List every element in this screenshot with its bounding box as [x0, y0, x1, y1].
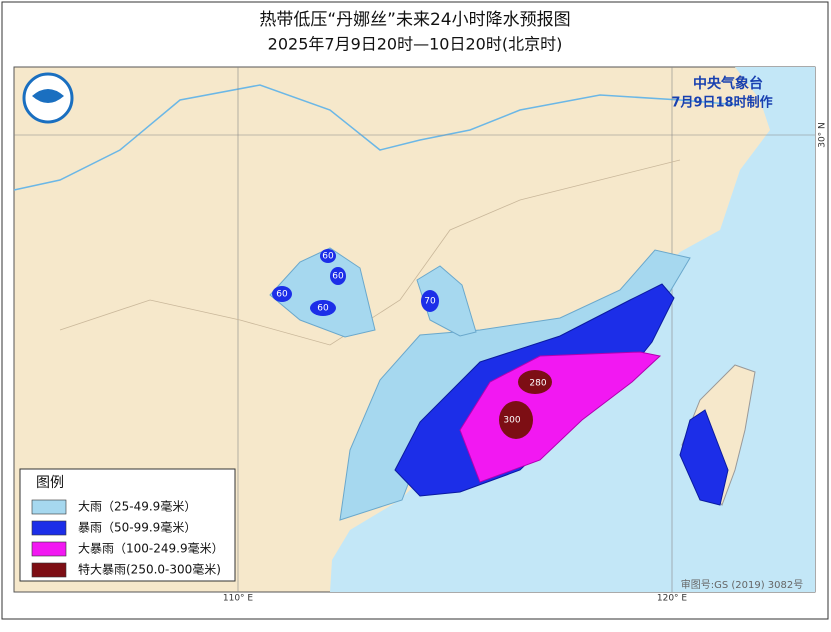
- legend-label: 大雨（25-49.9毫米）: [78, 499, 196, 514]
- legend-swatch: [31, 541, 67, 557]
- legend-label: 特大暴雨(250.0-300毫米): [78, 562, 221, 577]
- rainstorm: [679, 409, 729, 506]
- lat-label: 30° N: [818, 122, 828, 148]
- issue-time: 7月9日18时制作: [671, 95, 772, 111]
- logo-mark: [32, 89, 64, 103]
- legend: 图例 大雨（25-49.9毫米） 暴雨（50-99.9毫米） 大暴雨（100-249…: [19, 468, 236, 582]
- value-label: 70: [424, 297, 436, 307]
- extreme-rainstorm: [518, 370, 552, 394]
- value-label: 280: [529, 379, 546, 389]
- value-label: 60: [276, 290, 288, 300]
- value-label: 60: [322, 252, 334, 262]
- legend-swatch: [31, 499, 67, 515]
- severe-rainstorm: [459, 351, 662, 483]
- legend-label: 暴雨（50-99.9毫米）: [78, 520, 196, 535]
- rainstorm: [330, 267, 346, 285]
- approval-no: 审图号:GS (2019) 3082号: [681, 578, 804, 591]
- lon-label: 110° E: [223, 594, 254, 604]
- legend-swatch: [31, 520, 67, 536]
- river: [13, 84, 741, 191]
- legend-title: 图例: [36, 475, 64, 491]
- agency: 中央气象台: [693, 75, 763, 92]
- rainstorm: [310, 300, 336, 316]
- title: 热带低压“丹娜丝”未来24小时降水预报图: [259, 10, 570, 30]
- legend-items: 大雨（25-49.9毫米） 暴雨（50-99.9毫米） 大暴雨（100-249.9毫…: [31, 499, 224, 578]
- rainstorm: [320, 249, 336, 263]
- value-label: 300: [503, 416, 520, 426]
- value-labels: 60 60 60 60 70 280 300: [276, 252, 547, 426]
- rainstorm: [421, 290, 439, 312]
- legend-swatch: [31, 562, 67, 578]
- rainstorm: [272, 286, 292, 302]
- value-label: 60: [332, 272, 344, 282]
- heavy-rain: [269, 247, 376, 338]
- lon-label: 120° E: [657, 594, 688, 604]
- extreme-rainstorm: [499, 401, 533, 439]
- legend-label: 大暴雨（100-249.9毫米）: [78, 541, 224, 556]
- subtitle: 2025年7月9日20时—10日20时(北京时): [268, 35, 563, 54]
- boundary: [59, 159, 681, 346]
- value-label: 60: [317, 304, 329, 314]
- heavy-rain: [416, 265, 477, 337]
